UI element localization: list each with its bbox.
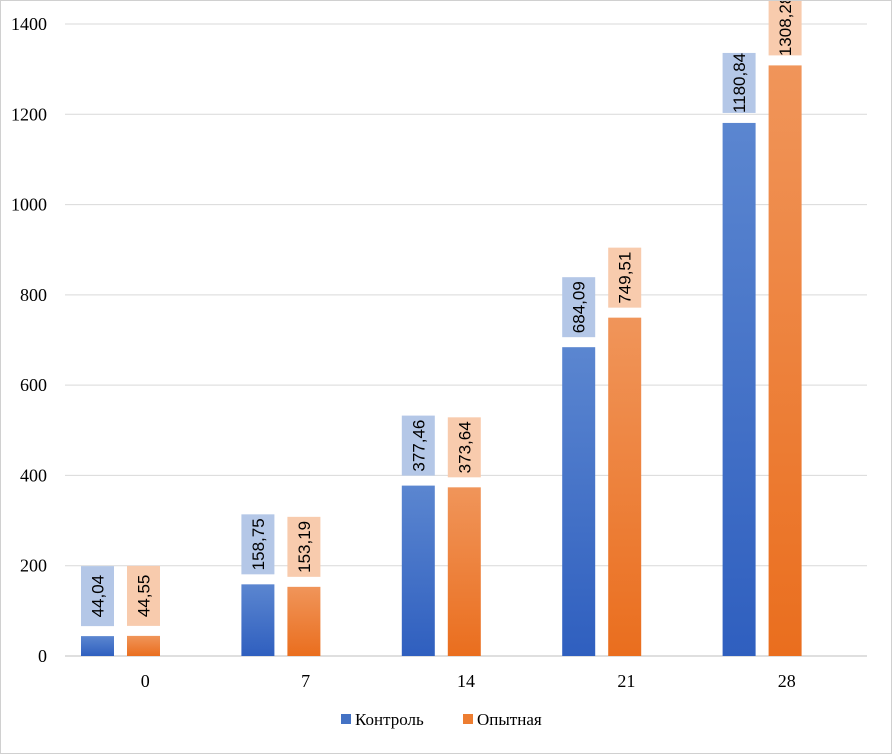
data-label: 377,46 [409, 420, 428, 472]
bar-experimental-21 [608, 317, 642, 656]
bar-experimental-28 [768, 65, 802, 656]
data-label: 684,09 [570, 281, 589, 333]
y-tick-label: 400 [20, 465, 47, 485]
y-tick-label: 200 [20, 556, 47, 576]
data-label-bg [127, 565, 160, 626]
bar-experimental-14 [447, 487, 481, 656]
bar-control-14 [401, 485, 435, 656]
data-label-bg [722, 52, 756, 113]
y-tick-label: 1000 [11, 195, 47, 215]
bars [81, 65, 802, 657]
y-tick-label: 800 [20, 285, 47, 305]
data-label: 44,04 [89, 575, 108, 618]
data-label-bg [81, 566, 114, 627]
bar-experimental-7 [287, 586, 321, 656]
x-axis-ticks: 0 7 14 21 28 [141, 671, 796, 691]
x-tick-label: 21 [617, 671, 635, 691]
legend-swatch-experimental [463, 714, 473, 724]
bar-control-28 [722, 122, 756, 657]
data-label: 749,51 [616, 252, 635, 304]
data-label-bg [768, 1, 802, 56]
legend: Контроль Опытная [341, 710, 542, 729]
legend-label-experimental: Опытная [477, 710, 542, 729]
data-label: 158,75 [249, 518, 268, 570]
y-axis-ticks: 0 200 400 600 800 1000 1200 1400 [11, 14, 47, 666]
x-tick-label: 28 [778, 671, 796, 691]
y-tick-label: 0 [38, 646, 47, 666]
x-tick-label: 14 [457, 671, 475, 691]
x-tick-label: 0 [141, 671, 150, 691]
data-label-bg [241, 514, 275, 575]
data-label-bg [608, 247, 642, 308]
data-label-bg [562, 277, 596, 338]
y-tick-label: 1400 [11, 14, 47, 34]
data-label: 1180,84 [730, 53, 749, 113]
data-label: 1308,28 [776, 1, 795, 56]
data-label: 153,19 [295, 521, 314, 573]
data-label-bg [401, 415, 435, 476]
data-label-bg [287, 516, 321, 577]
y-tick-label: 600 [20, 375, 47, 395]
data-label: 44,55 [135, 575, 154, 618]
y-tick-label: 1200 [11, 104, 47, 124]
data-label: 373,64 [455, 421, 474, 473]
legend-label-control: Контроль [355, 710, 424, 729]
bar-control-21 [562, 347, 596, 656]
legend-swatch-control [341, 714, 351, 724]
bar-experimental-0 [127, 635, 160, 656]
data-label-bg [447, 417, 481, 478]
bar-control-0 [81, 636, 114, 656]
data-labels: 44,04 44,55 158,75 153,19 377,46 373,64 684,09… [81, 1, 802, 627]
bar-control-7 [241, 584, 275, 656]
x-tick-label: 7 [301, 671, 310, 691]
